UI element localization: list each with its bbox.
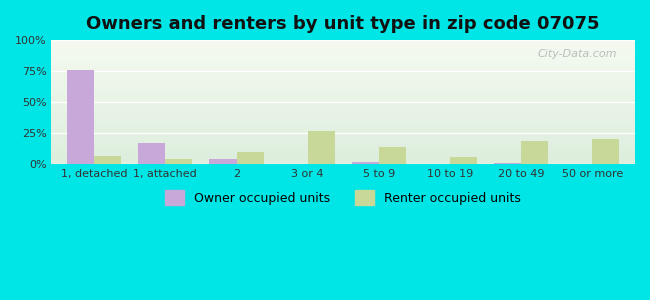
Bar (379, 147, 406, 164)
Legend: Owner occupied units, Renter occupied units: Owner occupied units, Renter occupied un… (161, 185, 526, 210)
Bar (94, 155, 121, 164)
Bar (450, 157, 477, 164)
Title: Owners and renters by unit type in zip code 07075: Owners and renters by unit type in zip c… (86, 15, 600, 33)
Bar (165, 159, 192, 164)
Bar (592, 140, 619, 164)
Bar (209, 159, 237, 164)
Bar (352, 162, 379, 164)
Bar (494, 163, 521, 164)
Bar (237, 152, 263, 164)
Bar (67, 70, 94, 164)
Bar (521, 141, 548, 164)
Bar (307, 131, 335, 164)
Bar (138, 143, 165, 164)
Text: City-Data.com: City-Data.com (538, 49, 617, 59)
